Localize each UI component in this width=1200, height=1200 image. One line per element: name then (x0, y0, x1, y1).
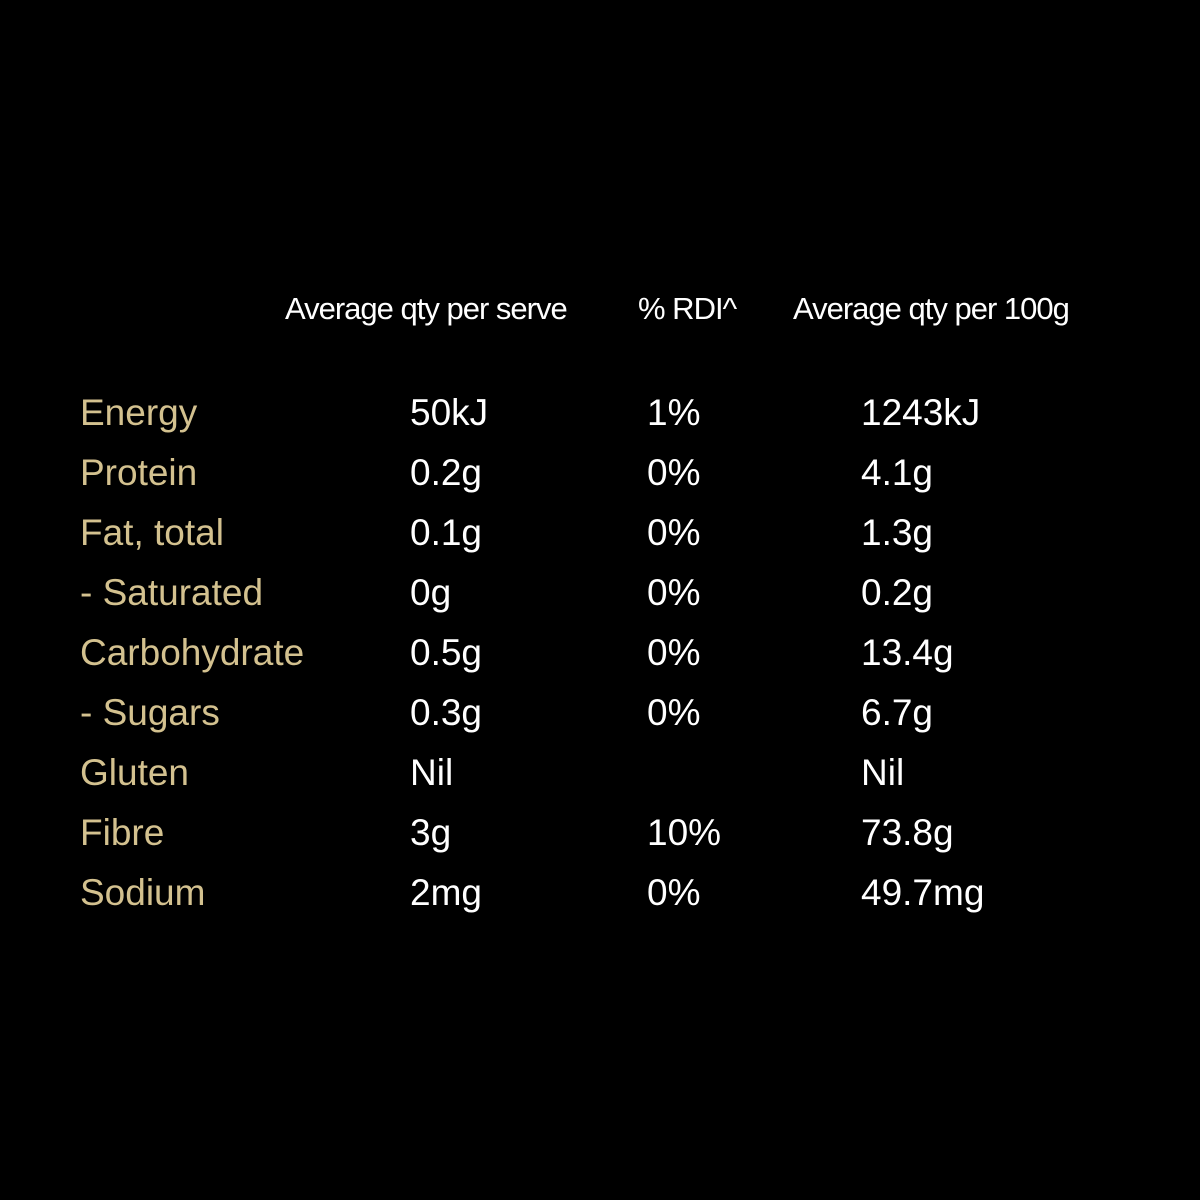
nutrient-label: - Saturated (80, 572, 264, 613)
nutrient-value: 0.2g (861, 572, 934, 613)
nutrient-value: 0.2g (410, 452, 483, 493)
nutrient-value: 6.7g (861, 692, 934, 733)
nutrient-value: 0.5g (410, 632, 483, 673)
nutrient-label: Fat, total (80, 512, 224, 553)
nutrient-value: 0.1g (410, 512, 483, 553)
column-header: % RDI^ (638, 291, 737, 326)
nutrient-value: 49.7mg (861, 872, 985, 913)
nutrient-value: 0% (647, 512, 701, 553)
nutrient-value: 73.8g (861, 812, 954, 853)
nutrient-value: 50kJ (410, 392, 489, 433)
nutrient-label: Energy (80, 392, 198, 433)
nutrient-value: 0% (647, 572, 701, 613)
nutrient-value: 1243kJ (861, 392, 981, 433)
nutrient-value: 0% (647, 632, 701, 673)
nutrient-label: Protein (80, 452, 198, 493)
nutrient-value: Nil (861, 752, 905, 793)
nutrient-label: Gluten (80, 752, 190, 793)
nutrient-value: 0.3g (410, 692, 483, 733)
nutrient-value: 13.4g (861, 632, 954, 673)
nutrient-value: 4.1g (861, 452, 934, 493)
nutrient-label: Carbohydrate (80, 632, 305, 673)
nutrient-value: 1% (647, 392, 701, 433)
nutrient-value: Nil (410, 752, 454, 793)
nutrient-value: 2mg (410, 872, 482, 913)
nutrient-value: 0% (647, 452, 701, 493)
nutrient-value: 3g (410, 812, 452, 853)
column-header: Average qty per serve (285, 291, 568, 326)
nutrient-value: 0g (410, 572, 452, 613)
nutrient-value: 1.3g (861, 512, 934, 553)
nutrient-value: 0% (647, 872, 701, 913)
nutrient-label: Sodium (80, 872, 206, 913)
nutrient-label: Fibre (80, 812, 165, 853)
nutrient-value: 0% (647, 692, 701, 733)
nutrient-label: - Sugars (80, 692, 220, 733)
column-header: Average qty per 100g (793, 291, 1070, 326)
nutrient-value: 10% (647, 812, 722, 853)
